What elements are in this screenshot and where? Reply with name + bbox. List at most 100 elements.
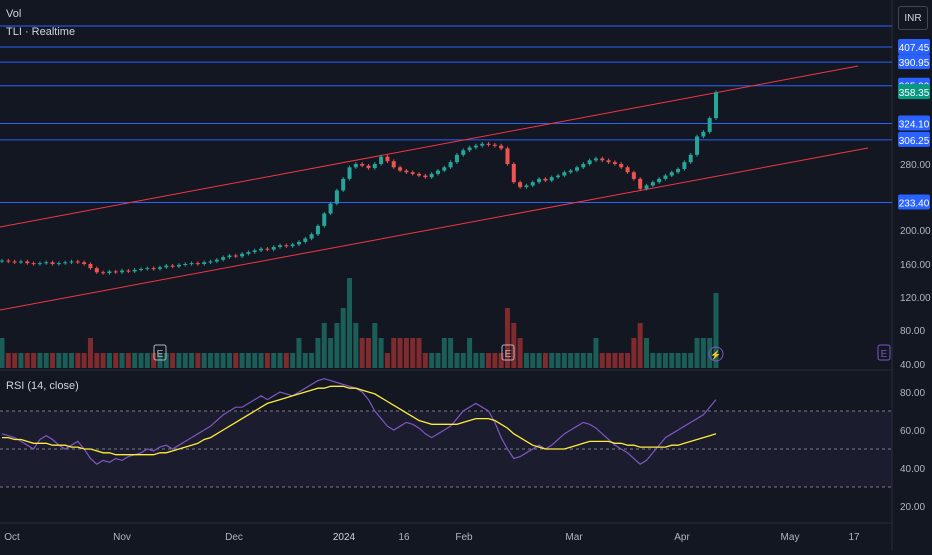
candle-body [543,178,548,181]
time-tick-label: Oct [4,532,20,543]
volume-bar [549,353,555,368]
candle-body [151,268,156,270]
candle-body [511,164,516,183]
volume-bar [441,338,447,368]
rsi-title: RSI (14, close) [6,380,79,392]
candle-body [360,164,365,166]
candle-body [612,162,617,164]
candle-body [296,241,301,245]
candle-body [75,261,80,263]
volume-bar [662,353,668,368]
time-tick-label: Dec [225,532,243,543]
volume-bar [252,353,258,368]
candle-body [581,164,586,168]
rsi-ma-line [2,385,717,456]
candle-body [82,262,87,264]
volume-bar [536,353,542,368]
level-tag [898,194,930,210]
currency-button[interactable]: INR [898,6,928,30]
candle-body [524,185,529,188]
candle-body [309,234,314,239]
candle-body [410,172,415,174]
volume-bar [700,338,706,368]
candle-body [157,267,162,269]
candle-body [347,167,352,179]
candle-body [290,244,295,247]
earnings-label: E [505,349,512,360]
candle-body [170,265,175,267]
candle-body [650,182,655,186]
volume-bar [163,353,169,368]
volume-bar [473,353,479,368]
volume-bar [125,353,131,368]
volume-bar [694,338,700,368]
candle-body [442,167,447,171]
price-tick-label: 120.00 [900,293,931,304]
volume-bar [321,323,327,368]
rsi-tick-label: 80.00 [900,388,925,399]
volume-bar [94,353,100,368]
earnings-marker [153,344,167,361]
volume-bar [599,353,605,368]
volume-bar [365,338,371,368]
level-label: 306.25 [899,136,930,147]
candle-body [0,260,4,262]
candle-body [398,167,403,171]
candle-body [126,270,131,272]
volume-bar [555,353,561,368]
volume-bar [31,353,37,368]
level-label: 390.95 [899,58,930,69]
volume-bar [498,353,504,368]
candle-body [568,170,573,173]
candle-body [435,170,440,174]
candle-body [240,253,245,257]
candle-body [417,173,422,176]
volume-bar [24,353,30,368]
candle-body [518,182,523,188]
candle-body [227,255,232,258]
candle-body [448,162,453,168]
volume-bar [587,353,593,368]
candle-body [284,245,289,247]
candle-body [714,92,718,119]
volume-bar [18,353,24,368]
volume-bar [340,308,346,368]
candle-body [278,245,283,247]
last-price-tag [898,84,930,100]
volume-bar [606,353,612,368]
volume-bar [119,353,125,368]
volume-bar [75,353,81,368]
level-tag [898,115,930,131]
level-label: 233.40 [899,198,930,209]
candle-body [695,136,700,155]
volume-bar [656,353,662,368]
volume-bar [504,308,510,368]
volume-bar [637,323,643,368]
candle-body [94,268,99,273]
candle-body [562,172,567,176]
rsi-tick-label: 40.00 [900,464,925,475]
candle-body [606,160,611,163]
candle-body [334,190,339,204]
candle-body [120,270,125,273]
candle-body [139,268,144,270]
volume-bar [283,353,289,368]
candle-body [63,262,68,264]
symbol-label: TLI · Realtime [6,26,76,38]
candle-body [233,255,238,257]
volume-bar [290,353,296,368]
volume-bar [277,353,283,368]
volume-bar [226,353,232,368]
volume-bar [296,338,302,368]
volume-bar [486,353,492,368]
candle-body [145,268,150,270]
candle-body [221,257,226,260]
time-tick-label: Apr [674,532,690,543]
candle-body [391,161,396,168]
volume-bar [264,353,270,368]
candle-body [132,269,137,272]
level-label: 407.45 [899,43,930,54]
volume-bar [214,353,220,368]
candle-body [69,261,74,263]
volume-bar [81,353,87,368]
